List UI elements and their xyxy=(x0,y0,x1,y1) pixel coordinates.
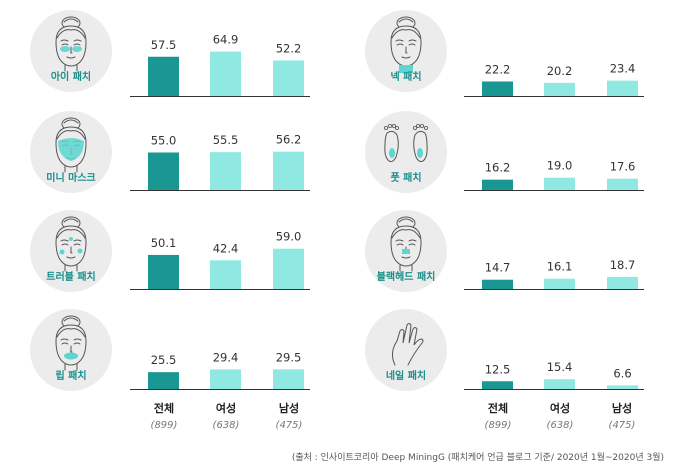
lip-patch-bar-overall xyxy=(148,372,179,390)
neck-patch-bar-female xyxy=(544,82,575,97)
nail-patch-label: 네일 패치 xyxy=(385,371,427,382)
foot-patch-value-male: 17.6 xyxy=(610,160,636,174)
axis-count-overall-right: (899) xyxy=(484,420,512,431)
nail-patch-value-overall: 12.5 xyxy=(485,362,511,376)
axis-category-female-right: 여성 xyxy=(549,402,571,415)
eye-patch-bar-overall xyxy=(148,56,179,97)
nail-patch-value-male: 6.6 xyxy=(613,366,631,380)
face-eye-patch-icon xyxy=(55,16,87,72)
lip-patch-label: 립 패치 xyxy=(55,371,87,382)
neck-patch-label: 넥 패치 xyxy=(390,72,422,83)
foot-patch-value-female: 19.0 xyxy=(547,159,573,173)
mini-mask-bar-male xyxy=(273,151,304,191)
eye-patch-bar-female xyxy=(210,51,241,97)
foot-patch-value-overall: 16.2 xyxy=(485,161,511,175)
face-lip-patch-icon xyxy=(55,315,87,371)
foot-patch-bar-female xyxy=(544,177,575,191)
axis-count-overall-left: (899) xyxy=(150,420,178,431)
axis-count-female-right: (638) xyxy=(546,420,574,431)
neck-patch-value-male: 23.4 xyxy=(610,62,636,76)
mini-mask-bar-female xyxy=(210,152,241,191)
icon-background-circle xyxy=(365,309,447,391)
face-mini-mask-icon xyxy=(55,117,87,173)
mini-mask-label: 미니 마스크 xyxy=(46,173,96,184)
foot-patch-label: 풋 패치 xyxy=(390,173,422,184)
eye-patch-icon-badge: 아이 패치 xyxy=(30,10,112,92)
axis-category-male-right: 남성 xyxy=(611,402,633,415)
trouble-patch-icon-badge: 트러블 패치 xyxy=(30,210,112,292)
lip-patch-bar-chart: 25.5 29.4 29.5 xyxy=(130,350,310,390)
mini-mask-value-male: 56.2 xyxy=(276,133,302,147)
eye-patch-bar-male xyxy=(273,60,304,97)
axis-category-overall-left: 전체 xyxy=(153,402,175,415)
axis-count-male-right: (475) xyxy=(608,420,636,431)
nail-patch-bar-female xyxy=(544,379,575,390)
nail-patch-bar-chart: 12.5 15.4 6.6 xyxy=(464,360,644,390)
neck-patch-value-overall: 22.2 xyxy=(485,62,511,76)
neck-patch-icon-badge: 넥 패치 xyxy=(365,10,447,92)
mini-mask-icon-badge: 미니 마스크 xyxy=(30,111,112,193)
face-trouble-patch-icon xyxy=(55,216,87,272)
mini-mask-bar-overall xyxy=(148,152,179,191)
mini-mask-value-overall: 55.0 xyxy=(151,134,177,148)
nail-patch-icon-badge: 네일 패치 xyxy=(365,309,447,391)
lip-patch-bar-female xyxy=(210,369,241,390)
trouble-patch-value-female: 42.4 xyxy=(213,241,239,255)
trouble-patch-value-overall: 50.1 xyxy=(151,236,177,250)
lip-patch-value-overall: 25.5 xyxy=(151,353,177,367)
trouble-patch-bar-chart: 50.1 42.4 59.0 xyxy=(130,230,310,290)
hand-nail-icon xyxy=(391,323,424,366)
source-note: (출처 : 인사이트코리아 Deep MiningG (패치케어 언급 블로그 … xyxy=(291,453,664,463)
blackhead-patch-bar-female xyxy=(544,278,575,290)
trouble-patch-bar-female xyxy=(210,260,241,290)
lip-patch-bar-male xyxy=(273,369,304,390)
lip-patch-value-male: 29.5 xyxy=(276,350,302,364)
eye-patch-label: 아이 패치 xyxy=(50,72,92,83)
face-neck-patch-icon xyxy=(390,16,422,73)
axis-category-overall-right: 전체 xyxy=(487,402,509,415)
blackhead-patch-bar-chart: 14.7 16.1 18.7 xyxy=(464,258,644,290)
trouble-patch-bar-overall xyxy=(148,254,179,290)
trouble-patch-value-male: 59.0 xyxy=(276,230,302,244)
lip-patch-icon-badge: 립 패치 xyxy=(30,309,112,391)
face-blackhead-patch-icon xyxy=(390,216,422,272)
mini-mask-bar-chart: 55.0 55.5 56.2 xyxy=(130,133,310,191)
neck-patch-value-female: 20.2 xyxy=(547,64,573,78)
foot-patch-icon-badge: 풋 패치 xyxy=(365,111,447,193)
trouble-patch-bar-male xyxy=(273,248,304,290)
foot-patch-bar-male xyxy=(607,178,638,191)
trouble-patch-label: 트러블 패치 xyxy=(46,272,96,283)
neck-patch-bar-overall xyxy=(482,81,513,97)
blackhead-patch-value-overall: 14.7 xyxy=(485,261,511,275)
blackhead-patch-value-male: 18.7 xyxy=(610,258,636,272)
blackhead-patch-value-female: 16.1 xyxy=(547,260,573,274)
eye-patch-bar-chart: 57.5 64.9 52.2 xyxy=(130,33,310,97)
blackhead-patch-bar-overall xyxy=(482,279,513,290)
blackhead-patch-bar-male xyxy=(607,276,638,290)
blackhead-patch-label: 블랙헤드 패치 xyxy=(376,272,436,283)
eye-patch-value-overall: 57.5 xyxy=(151,38,177,52)
neck-patch-bar-male xyxy=(607,80,638,97)
axis-category-male-left: 남성 xyxy=(278,402,300,415)
foot-patch-bar-chart: 16.2 19.0 17.6 xyxy=(464,159,644,191)
axis-count-female-left: (638) xyxy=(212,420,240,431)
axis-count-male-left: (475) xyxy=(275,420,303,431)
axis-category-female-left: 여성 xyxy=(215,402,237,415)
foot-patch-bar-overall xyxy=(482,179,513,191)
nail-patch-bar-male xyxy=(607,385,638,390)
mini-mask-value-female: 55.5 xyxy=(213,133,239,147)
blackhead-patch-icon-badge: 블랙헤드 패치 xyxy=(365,210,447,292)
nail-patch-value-female: 15.4 xyxy=(547,360,573,374)
eye-patch-value-female: 64.9 xyxy=(213,33,239,47)
nail-patch-bar-overall xyxy=(482,381,513,390)
eye-patch-value-male: 52.2 xyxy=(276,41,302,55)
lip-patch-value-female: 29.4 xyxy=(213,350,239,364)
icon-background-circle xyxy=(365,111,447,193)
feet-icon xyxy=(383,123,429,162)
neck-patch-bar-chart: 22.2 20.2 23.4 xyxy=(464,62,644,97)
